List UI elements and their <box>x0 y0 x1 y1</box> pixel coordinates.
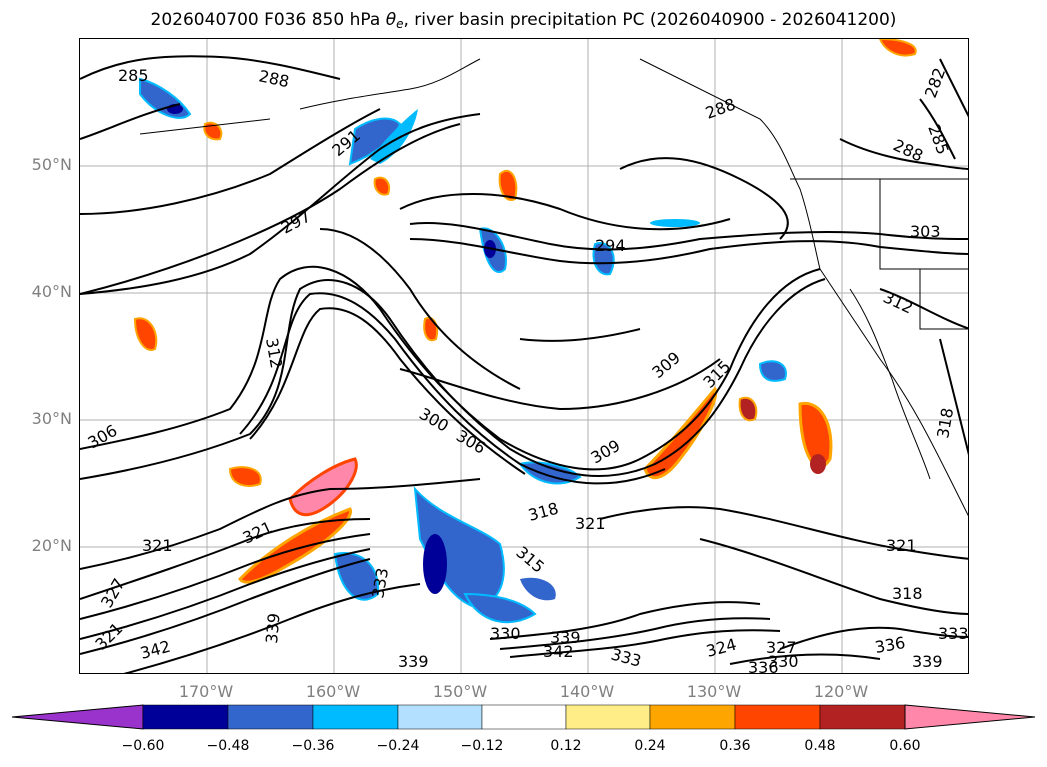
lon-label-170w: 170°W <box>178 682 234 701</box>
contour-label: 297 <box>278 206 314 237</box>
contour-label: 321 <box>886 536 917 555</box>
lon-label-120w: 120°W <box>813 682 869 701</box>
colorbar-tick-label: 0.60 <box>889 738 921 754</box>
colorbar-tick-label: 0.12 <box>550 738 582 754</box>
contour-label: 309 <box>588 436 624 468</box>
contour-label: 318 <box>526 499 560 525</box>
colorbar-tick-label: 0.24 <box>634 738 666 754</box>
colorbar-tick-label: −0.60 <box>121 738 165 754</box>
contour-label: 309 <box>648 348 684 382</box>
contour-label: 324 <box>704 635 738 661</box>
colorbar-segment <box>565 704 651 730</box>
contour-label: 339 <box>912 652 943 671</box>
colorbar-segment <box>734 704 821 730</box>
theta-e-contours <box>80 55 968 673</box>
colorbar-tick-label: 0.48 <box>804 738 836 754</box>
colorbar-tick-label: −0.48 <box>206 738 250 754</box>
contour-label: 312 <box>262 336 286 369</box>
contour-label: 342 <box>138 637 172 663</box>
contour-label: 306 <box>453 426 489 458</box>
colorbar-tick-label: −0.36 <box>291 738 335 754</box>
contour-label: 318 <box>933 406 957 439</box>
contour-label: 315 <box>699 357 734 392</box>
contour-label: 333 <box>938 624 969 643</box>
contour-label: 333 <box>368 566 392 599</box>
lat-label-50n: 50°N <box>31 155 72 174</box>
contour-label: 321 <box>91 619 126 654</box>
contour-label: 312 <box>880 287 916 317</box>
contour-label: 300 <box>416 404 452 436</box>
contour-label: 342 <box>543 642 574 661</box>
lon-label-130w: 130°W <box>686 682 742 701</box>
colorbar-segment <box>649 704 736 730</box>
colorbar-tick-label: −0.12 <box>460 738 504 754</box>
contour-label: 327 <box>766 638 797 657</box>
contour-label: 288 <box>257 66 291 91</box>
colorbar-tick-label: 0.36 <box>719 738 751 754</box>
colorbar-extend-high <box>904 704 1036 730</box>
colorbar-segment <box>142 704 229 730</box>
contour-label: 321 <box>575 514 606 533</box>
contour-label: 318 <box>892 584 923 603</box>
contour-label: 285 <box>118 66 149 85</box>
contour-label: 339 <box>550 628 581 647</box>
lat-label-30n: 30°N <box>31 409 72 428</box>
contour-label: 321 <box>142 536 173 555</box>
contour-label: 336 <box>748 658 779 674</box>
contour-label: 330 <box>768 652 799 671</box>
contour-label: 294 <box>595 236 626 255</box>
colorbar-tick-label: −0.24 <box>376 738 420 754</box>
contour-label: 330 <box>490 624 521 643</box>
contour-label: 282 <box>921 65 949 100</box>
contour-label: 303 <box>910 222 941 241</box>
colorbar <box>11 704 1036 730</box>
precip-shading <box>133 39 917 624</box>
colorbar-segment <box>397 704 483 730</box>
colorbar-extend-low <box>11 704 144 730</box>
contour-label: 321 <box>240 517 276 547</box>
figure-title: 2026040700 F036 850 hPa θe, river basin … <box>150 10 897 31</box>
contour-label: 327 <box>97 575 129 611</box>
lon-label-150w: 150°W <box>432 682 488 701</box>
contour-label: 336 <box>873 633 906 657</box>
colorbar-segment <box>227 704 314 730</box>
coastlines <box>139 58 968 517</box>
map-panel: 285 288 291 297 294 288 282 285 288 303 … <box>79 38 969 674</box>
contour-label: 288 <box>703 94 738 122</box>
colorbar-segment <box>819 704 906 730</box>
contour-label: 333 <box>609 645 643 671</box>
lon-label-140w: 140°W <box>559 682 615 701</box>
contour-label: 285 <box>924 122 952 157</box>
colorbar-segment <box>312 704 399 730</box>
lat-label-40n: 40°N <box>31 282 72 301</box>
colorbar-segment <box>481 704 567 730</box>
contour-label: 339 <box>262 612 284 644</box>
lat-label-20n: 20°N <box>31 536 72 555</box>
map-canvas: 285 288 291 297 294 288 282 285 288 303 … <box>80 39 969 674</box>
lon-label-160w: 160°W <box>305 682 361 701</box>
contour-label: 339 <box>398 652 429 671</box>
contour-label: 315 <box>512 543 548 577</box>
